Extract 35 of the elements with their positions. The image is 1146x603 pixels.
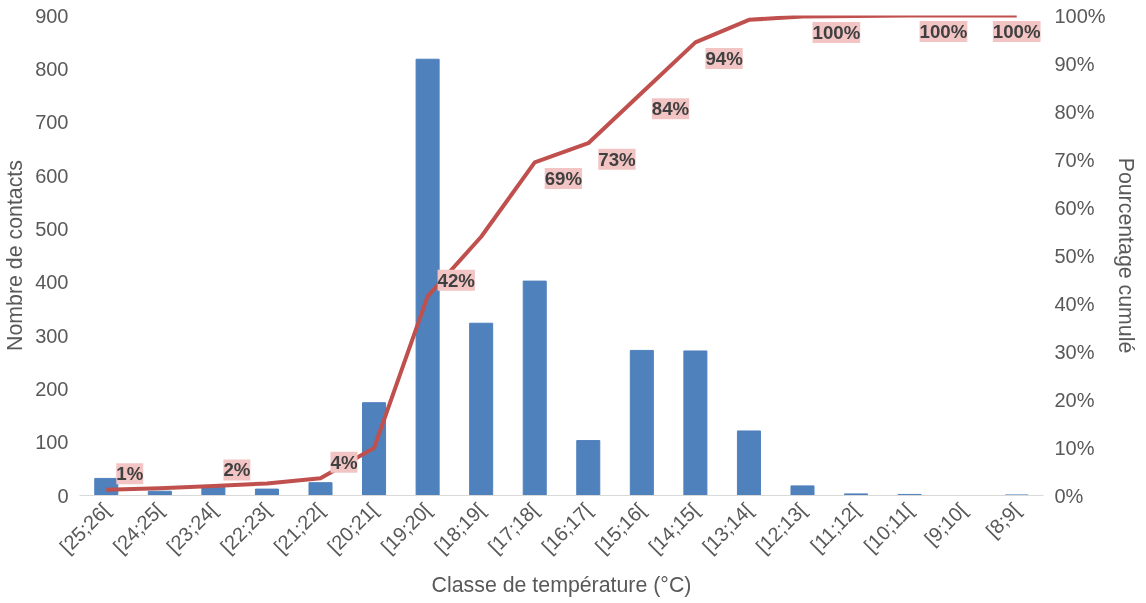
- data-label: 1%: [116, 463, 144, 485]
- y2-tick-label: 90%: [1054, 52, 1095, 75]
- y-tick-label: 500: [35, 217, 69, 240]
- data-label: 42%: [437, 269, 476, 291]
- y-tick-label: 600: [35, 164, 69, 187]
- data-label: 94%: [705, 47, 744, 69]
- x-axis-title: Classe de température (°C): [431, 573, 692, 598]
- y-tick-label: 700: [35, 111, 69, 134]
- y-tick-label: 100: [35, 431, 69, 454]
- y-tick-label: 400: [35, 271, 69, 294]
- data-label: 84%: [651, 98, 690, 120]
- data-label: 4%: [330, 451, 358, 473]
- y2-tick-label: 60%: [1054, 196, 1095, 219]
- y2-axis-title: Pourcentage cumulé: [1113, 157, 1138, 354]
- y2-tick-label: 50%: [1054, 244, 1095, 267]
- y-tick-label: 300: [35, 324, 69, 347]
- y-axis-title: Nombre de contacts: [3, 160, 28, 351]
- y2-tick-label: 40%: [1054, 292, 1095, 315]
- y-tick-label: 200: [35, 377, 69, 400]
- data-label: 100%: [919, 21, 968, 42]
- y2-tick-label: 80%: [1054, 100, 1095, 123]
- y2-tick-label: 70%: [1054, 148, 1095, 171]
- data-label: 100%: [812, 21, 861, 43]
- data-label: 73%: [598, 148, 637, 170]
- y-tick-label: 800: [35, 57, 69, 80]
- y2-tick-label: 30%: [1054, 340, 1095, 363]
- y2-tick-label: 0%: [1054, 484, 1084, 507]
- data-label: 100%: [992, 21, 1041, 42]
- y2-tick-label: 20%: [1054, 388, 1095, 411]
- y2-tick-label: 100%: [1054, 4, 1106, 27]
- y-tick-label: 900: [35, 4, 69, 27]
- data-label: 2%: [223, 459, 251, 481]
- y-tick-label: 0: [57, 484, 69, 507]
- y2-tick-label: 10%: [1054, 436, 1095, 459]
- data-label: 69%: [544, 167, 583, 189]
